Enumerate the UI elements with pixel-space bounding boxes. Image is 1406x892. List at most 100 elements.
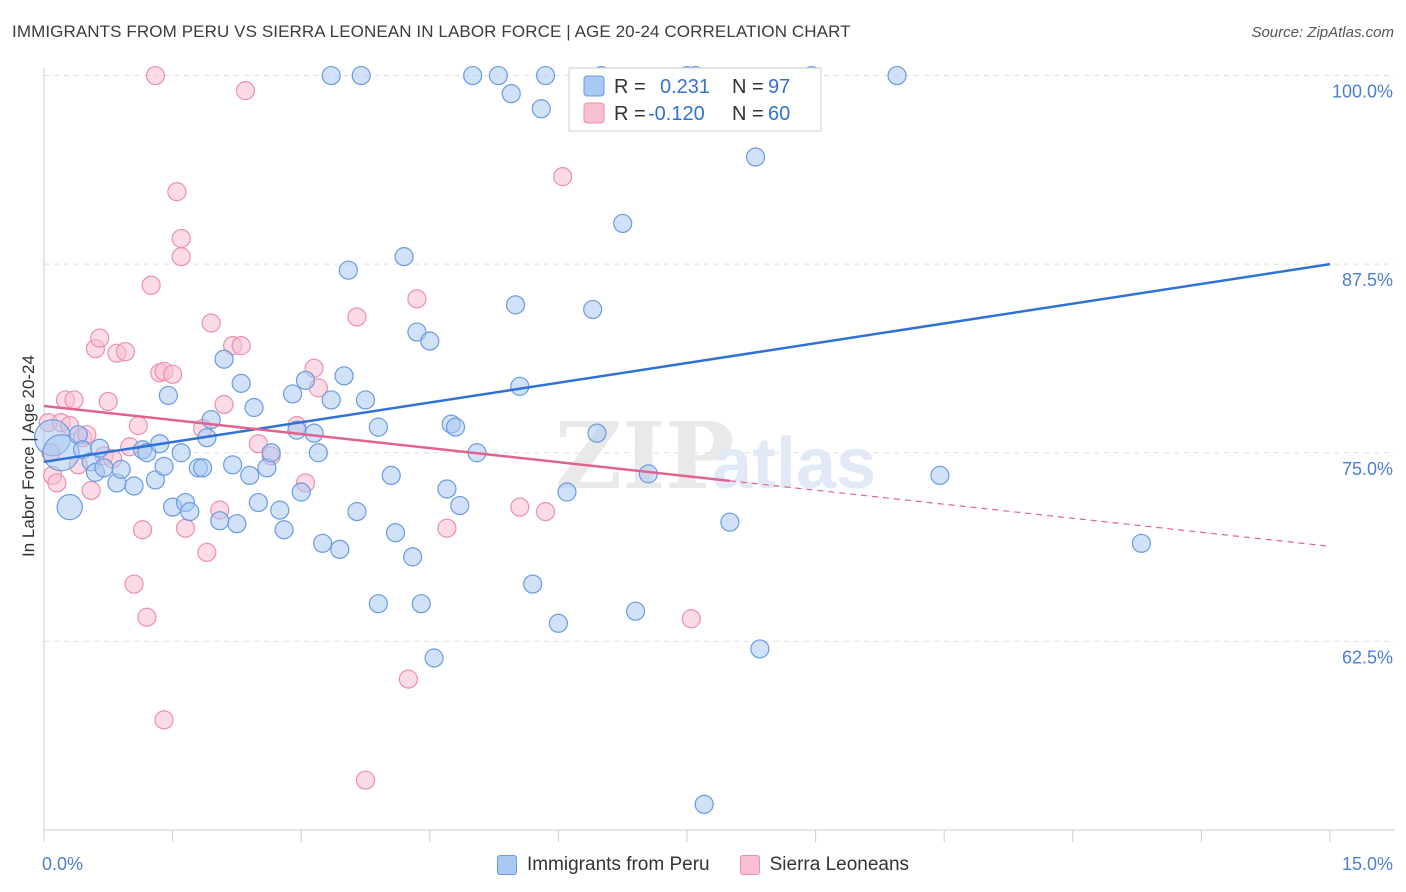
peru-point-8 [94,458,114,478]
sierra-leone-point-52 [437,518,457,538]
y-tick-label-0: 62.5% [1342,647,1393,667]
sierra-leone-point-50 [398,669,418,689]
peru-point-37 [274,520,294,540]
peru-point-71 [505,295,526,315]
series-legend: Immigrants from Peru Sierra Leoneans [0,852,1406,878]
legend-n-label-sierra-leone: N = [732,103,764,125]
legend-item-sierra-leone[interactable]: Sierra Leoneans [739,854,910,876]
peru-point-43 [308,443,328,463]
trend-line-sierra-leone [43,404,731,483]
peru-point-49 [338,260,358,280]
peru-point-28 [223,455,243,475]
peru-point-60 [411,594,431,614]
y-tick-label-2: 87.5% [1342,270,1393,290]
sierra-leone-point-38 [214,394,234,415]
sierra-leone-point-51 [407,289,427,309]
peru-point-23 [193,458,213,478]
sierra-leone-point-31 [171,228,191,249]
peru-point-21 [180,502,200,522]
legend-label-peru: Immigrants from Peru [526,854,710,875]
peru-point-79 [587,423,607,443]
legend-n-value-sierra-leone: 60 [768,103,790,125]
legend-swatch-peru [583,75,605,97]
peru-point-77 [557,482,577,502]
x-tick-labels: 0.0% 15.0% [42,854,1393,874]
peru-point-27 [214,349,234,369]
legend-r-value-peru: 0.231 [660,76,710,98]
peru-point-10 [111,459,131,479]
peru-point-69 [488,65,508,86]
watermark-zip: ZIP [555,402,734,510]
peru-point-87 [720,512,740,532]
legend-item-peru[interactable]: Immigrants from Peru [496,854,710,876]
peru-point-81 [613,213,633,234]
peru-point-35 [261,443,281,463]
sierra-leone-point-23 [137,607,157,627]
peru-point-41 [295,370,316,390]
peru-point-89 [750,639,770,659]
legend-r-label-peru: R = [614,76,646,98]
peru-point-73 [523,574,543,594]
peru-point-83 [638,464,659,484]
peru-point-42 [304,423,324,443]
sierra-leone-point-48 [347,307,367,327]
peru-point-30 [231,373,251,393]
sierra-leone-point-35 [197,542,217,562]
watermark-atlas: atlas [712,424,876,504]
sierra-leone-point-53 [510,497,530,517]
sierra-leone-point-30 [167,182,187,202]
peru-point-36 [270,500,290,520]
peru-point-32 [244,397,264,418]
legend-r-label-sierra-leone: R = [614,103,646,125]
peru-point-19 [171,443,191,463]
sierra-leone-point-13 [90,328,110,348]
peru-point-47 [330,539,350,559]
sierra-leone-point-28 [145,65,166,86]
peru-point-67 [463,65,483,86]
peru-point-11 [124,476,144,496]
x-tick-label-min: 0.0% [42,854,83,874]
trend-line-sierra-leone-extrapolated [729,480,1331,547]
y-tick-label-3: 100.0% [1332,82,1393,102]
peru-point-31 [240,465,260,486]
peru-point-82 [625,601,646,621]
peru-point-57 [394,247,414,267]
sierra-leone-point-29 [154,710,174,730]
peru-point-14 [145,470,166,490]
sierra-leone-point-11 [81,480,101,501]
peru-point-51 [351,65,371,86]
peru-point-75 [531,99,551,119]
peru-point-74 [535,65,556,86]
legend-n-value-peru: 97 [768,76,790,98]
peru-point-52 [355,390,376,410]
sierra-leone-point-20 [124,574,144,594]
legend-label-sierra-leone: Sierra Leoneans [769,854,910,875]
peru-point-93 [1131,533,1151,553]
peru-point-62 [424,648,444,668]
sierra-leone-point-36 [201,313,221,333]
peru-point-48 [334,366,354,386]
series-peru-points [33,65,1151,814]
peru-point-65 [445,417,466,437]
x-tick-label-max: 15.0% [1342,854,1393,874]
peru-point-17 [158,385,178,406]
peru-point-44 [313,533,333,553]
peru-point-29 [227,514,247,534]
legend-swatch-sierra-leone [583,102,605,124]
sierra-leone-point-22 [132,520,153,540]
peru-point-38 [283,384,303,404]
y-tick-labels: 62.5% 75.0% 87.5% 100.0% [1332,82,1393,668]
peru-point-76 [548,613,569,633]
peru-point-46 [321,65,341,86]
legend-swatch-peru [496,855,517,875]
sierra-leone-point-21 [128,416,148,436]
sierra-leone-point-18 [115,342,136,362]
peru-point-66 [450,495,470,516]
peru-point-92 [930,465,950,486]
legend-n-label-peru: N = [732,76,764,98]
peru-point-61 [420,331,440,351]
legend-r-value-sierra-leone: -0.120 [648,103,705,125]
peru-point-16 [154,456,174,476]
sierra-leone-point-54 [535,502,556,522]
peru-point-88 [745,147,766,167]
